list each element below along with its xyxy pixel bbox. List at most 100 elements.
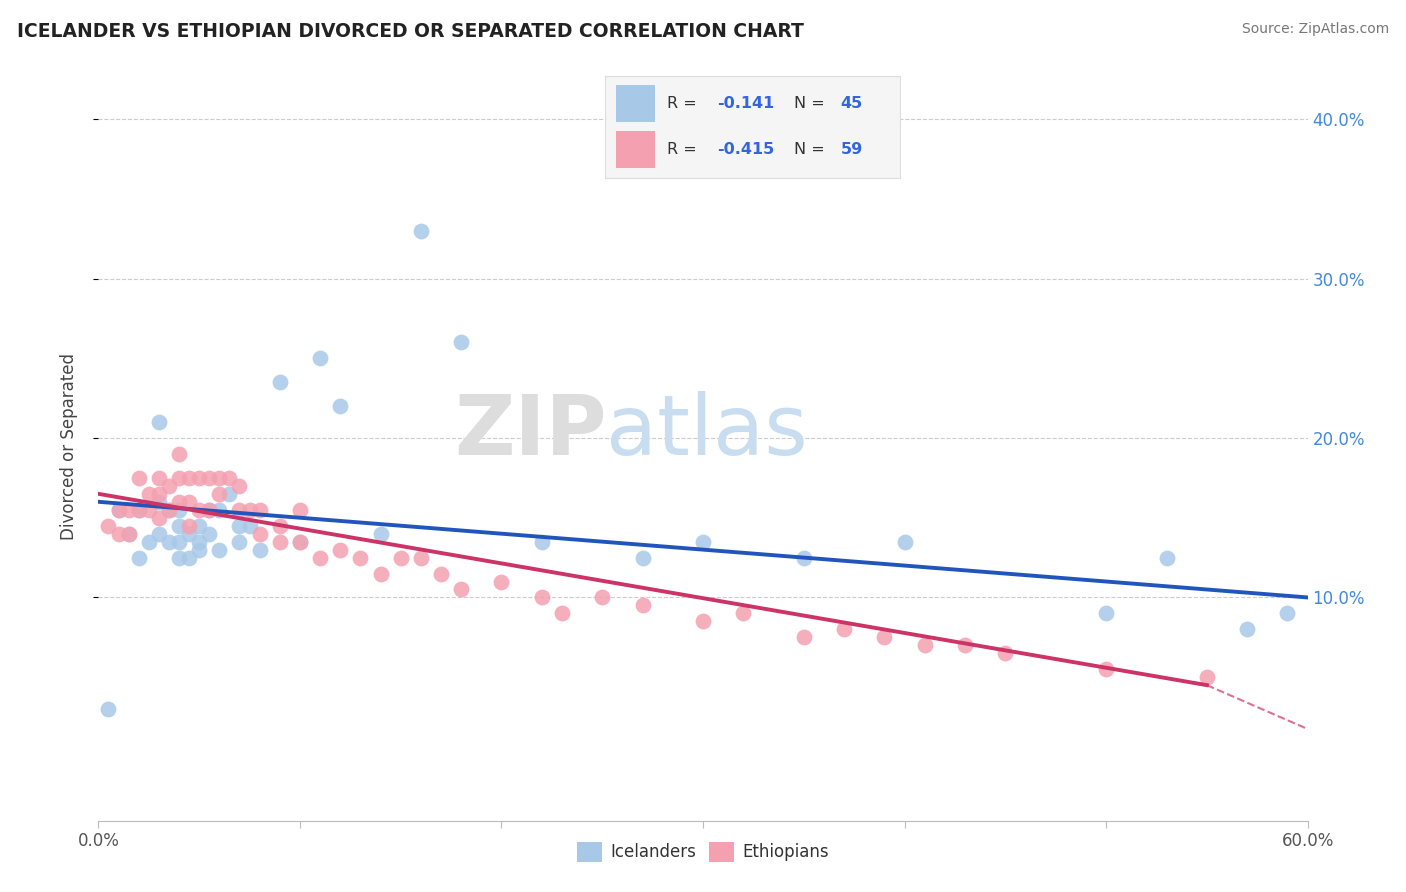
Point: [198, 502, 221, 516]
Point: [329, 542, 352, 557]
Point: [269, 518, 291, 533]
Text: R =: R =: [666, 142, 702, 157]
Point: [530, 534, 553, 549]
Point: [1277, 607, 1299, 621]
Point: [157, 502, 180, 516]
Point: [198, 471, 221, 485]
Point: [309, 550, 332, 565]
Point: [591, 591, 613, 605]
Point: [409, 224, 432, 238]
Point: [188, 542, 211, 557]
Point: [551, 607, 574, 621]
Point: [167, 534, 190, 549]
Point: [208, 487, 231, 501]
Point: [118, 502, 141, 516]
Point: [167, 550, 190, 565]
Point: [138, 487, 160, 501]
Point: [450, 335, 472, 350]
Text: Source: ZipAtlas.com: Source: ZipAtlas.com: [1241, 22, 1389, 37]
Text: ICELANDER VS ETHIOPIAN DIVORCED OR SEPARATED CORRELATION CHART: ICELANDER VS ETHIOPIAN DIVORCED OR SEPAR…: [17, 22, 804, 41]
Point: [188, 534, 211, 549]
Point: [953, 638, 976, 652]
Point: [128, 550, 150, 565]
Point: [128, 471, 150, 485]
Y-axis label: Divorced or Separated: Divorced or Separated: [59, 352, 77, 540]
Point: [309, 351, 332, 366]
Point: [228, 518, 250, 533]
Point: [128, 502, 150, 516]
Point: [228, 479, 250, 493]
Point: [228, 502, 250, 516]
Point: [1095, 662, 1118, 676]
Text: atlas: atlas: [606, 391, 808, 472]
Point: [157, 502, 180, 516]
Point: [157, 534, 180, 549]
Point: [631, 550, 654, 565]
Point: [1236, 623, 1258, 637]
Point: [179, 526, 201, 541]
Point: [167, 502, 190, 516]
Point: [832, 623, 855, 637]
Point: [288, 502, 311, 516]
Point: [97, 518, 120, 533]
Point: [167, 495, 190, 509]
Point: [148, 471, 170, 485]
Text: R =: R =: [666, 96, 702, 111]
Point: [873, 630, 896, 644]
Point: [107, 526, 129, 541]
Point: [994, 646, 1017, 660]
Point: [148, 510, 170, 524]
Point: [148, 487, 170, 501]
Point: [138, 534, 160, 549]
Point: [1195, 670, 1218, 684]
Point: [208, 471, 231, 485]
Point: [893, 534, 915, 549]
Point: [179, 471, 201, 485]
Point: [793, 550, 815, 565]
Text: N =: N =: [793, 96, 830, 111]
Point: [218, 487, 240, 501]
Text: -0.415: -0.415: [717, 142, 775, 157]
Point: [450, 582, 472, 597]
Point: [138, 502, 160, 516]
Point: [269, 534, 291, 549]
Point: [288, 534, 311, 549]
Point: [118, 526, 141, 541]
Point: [409, 550, 432, 565]
Point: [914, 638, 936, 652]
Point: [249, 526, 271, 541]
Point: [1095, 607, 1118, 621]
Point: [631, 599, 654, 613]
Point: [269, 376, 291, 390]
Point: [97, 702, 120, 716]
Point: [1156, 550, 1178, 565]
Point: [239, 502, 262, 516]
Bar: [616, 131, 655, 168]
Point: [218, 471, 240, 485]
Point: [198, 502, 221, 516]
Point: [228, 534, 250, 549]
Point: [389, 550, 412, 565]
Point: [249, 502, 271, 516]
Point: [179, 550, 201, 565]
Point: [793, 630, 815, 644]
Point: [288, 534, 311, 549]
Point: [733, 607, 755, 621]
Point: [167, 447, 190, 461]
Point: [430, 566, 453, 581]
Text: 59: 59: [841, 142, 863, 157]
Text: N =: N =: [793, 142, 830, 157]
Point: [239, 518, 262, 533]
Text: -0.141: -0.141: [717, 96, 775, 111]
Point: [249, 542, 271, 557]
Point: [157, 479, 180, 493]
Point: [148, 415, 170, 429]
Text: 45: 45: [841, 96, 863, 111]
Point: [107, 502, 129, 516]
Point: [179, 518, 201, 533]
Point: [491, 574, 513, 589]
Point: [208, 502, 231, 516]
Point: [107, 502, 129, 516]
Point: [349, 550, 371, 565]
Point: [198, 526, 221, 541]
